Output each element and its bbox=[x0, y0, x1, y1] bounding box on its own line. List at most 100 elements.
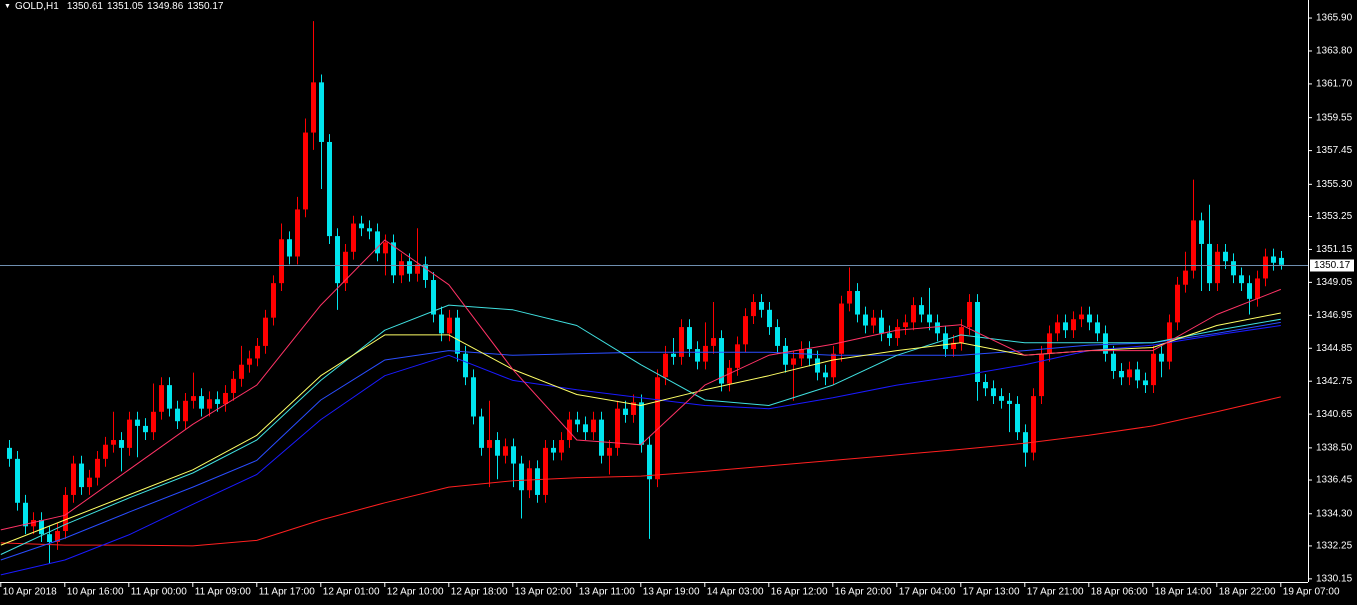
candle-body bbox=[655, 377, 660, 480]
y-tick-label: 1344.85 bbox=[1316, 343, 1353, 354]
candle-body bbox=[135, 419, 140, 426]
candle-body bbox=[351, 223, 356, 252]
candle-body bbox=[495, 440, 500, 456]
candle-body bbox=[879, 317, 884, 334]
candle-body bbox=[111, 440, 116, 445]
candle-body bbox=[719, 338, 724, 384]
candle-body bbox=[1207, 243, 1212, 284]
candle-body bbox=[319, 82, 324, 142]
candle-body bbox=[1143, 380, 1148, 386]
x-tick-label: 10 Apr 16:00 bbox=[67, 587, 124, 598]
x-tick-label: 12 Apr 10:00 bbox=[387, 587, 444, 598]
candle-body bbox=[703, 345, 708, 362]
candle-body bbox=[23, 502, 28, 527]
candle-body bbox=[47, 534, 52, 542]
candle-body bbox=[263, 317, 268, 346]
candle-body bbox=[823, 372, 828, 378]
candle-body bbox=[1223, 251, 1228, 262]
candle-body bbox=[1199, 220, 1204, 244]
candle-body bbox=[847, 291, 852, 304]
candle-body bbox=[63, 494, 68, 532]
x-tick-label: 16 Apr 20:00 bbox=[835, 587, 892, 598]
candle-body bbox=[711, 338, 716, 346]
candle-body bbox=[735, 344, 740, 368]
candle-body bbox=[903, 322, 908, 328]
candle-body bbox=[471, 377, 476, 417]
candle-body bbox=[1023, 432, 1028, 453]
y-tick-label: 1336.45 bbox=[1316, 475, 1353, 486]
candle-body bbox=[167, 385, 172, 409]
header: ▼ GOLD,H1 1350.61 1351.05 1349.86 1350.1… bbox=[4, 1, 223, 12]
candle-body bbox=[511, 446, 516, 464]
candle-body bbox=[1215, 251, 1220, 284]
moving-average bbox=[0, 321, 1281, 561]
candle-body bbox=[1271, 256, 1276, 263]
candle-body bbox=[79, 463, 84, 488]
candle-body bbox=[927, 314, 932, 323]
candle-body bbox=[271, 283, 276, 318]
candle-body bbox=[327, 141, 332, 237]
candle-body bbox=[87, 477, 92, 488]
candle-body bbox=[31, 520, 36, 527]
candle-body bbox=[71, 463, 76, 495]
candle-body bbox=[551, 447, 556, 453]
candle-body bbox=[935, 322, 940, 334]
candle-body bbox=[287, 239, 292, 257]
candle-body bbox=[183, 400, 188, 422]
candle-body bbox=[759, 301, 764, 310]
candle-body bbox=[407, 261, 412, 274]
candle-body bbox=[335, 236, 340, 284]
candle-body bbox=[199, 396, 204, 409]
y-tick-label: 1342.75 bbox=[1316, 376, 1353, 387]
candle-body bbox=[1055, 322, 1060, 334]
candle-body bbox=[463, 353, 468, 378]
candle-body bbox=[375, 231, 380, 254]
candle-body bbox=[487, 440, 492, 448]
candle-body bbox=[455, 317, 460, 354]
candle-body bbox=[15, 458, 20, 503]
y-tick-label: 1340.65 bbox=[1316, 409, 1353, 420]
candle-body bbox=[519, 463, 524, 491]
open-value: 1350.61 bbox=[66, 1, 103, 12]
candle-body bbox=[919, 305, 924, 315]
candle-body bbox=[831, 353, 836, 378]
x-tick-label: 18 Apr 06:00 bbox=[1091, 587, 1148, 598]
candle-body bbox=[911, 305, 916, 323]
candle-body bbox=[223, 392, 228, 404]
x-tick-label: 19 Apr 07:00 bbox=[1283, 587, 1340, 598]
candle-body bbox=[639, 402, 644, 445]
candle-body bbox=[311, 82, 316, 133]
x-tick-label: 17 Apr 13:00 bbox=[963, 587, 1020, 598]
close-value: 1350.17 bbox=[187, 1, 224, 12]
candle-body bbox=[399, 261, 404, 276]
candle-body bbox=[559, 440, 564, 453]
candle-body bbox=[535, 468, 540, 495]
x-tick-label: 13 Apr 19:00 bbox=[643, 587, 700, 598]
candle-body bbox=[671, 353, 676, 357]
x-tick-label: 10 Apr 2018 bbox=[3, 587, 57, 598]
candle-body bbox=[119, 440, 124, 448]
y-tick-label: 1355.30 bbox=[1316, 179, 1353, 190]
candle-body bbox=[207, 399, 212, 409]
x-tick-label: 13 Apr 02:00 bbox=[515, 587, 572, 598]
candle-body bbox=[1007, 400, 1012, 404]
candle-body bbox=[631, 402, 636, 415]
candle-body bbox=[39, 520, 44, 535]
candle-body bbox=[159, 385, 164, 412]
candle-body bbox=[839, 303, 844, 354]
price-label-box bbox=[1310, 259, 1354, 272]
y-tick-label: 1334.30 bbox=[1316, 508, 1353, 519]
x-tick-label: 18 Apr 14:00 bbox=[1155, 587, 1212, 598]
menu-arrow: ▼ bbox=[4, 3, 11, 10]
x-tick-label: 13 Apr 11:00 bbox=[579, 587, 635, 598]
candle-body bbox=[1239, 275, 1244, 284]
y-tick-label: 1359.55 bbox=[1316, 112, 1353, 123]
candle-body bbox=[215, 399, 220, 404]
symbol: GOLD,H1 bbox=[14, 1, 59, 12]
candle-body bbox=[95, 458, 100, 478]
candle-body bbox=[247, 358, 252, 365]
y-tick-label: 1357.45 bbox=[1316, 145, 1353, 156]
candle-body bbox=[1047, 333, 1052, 354]
